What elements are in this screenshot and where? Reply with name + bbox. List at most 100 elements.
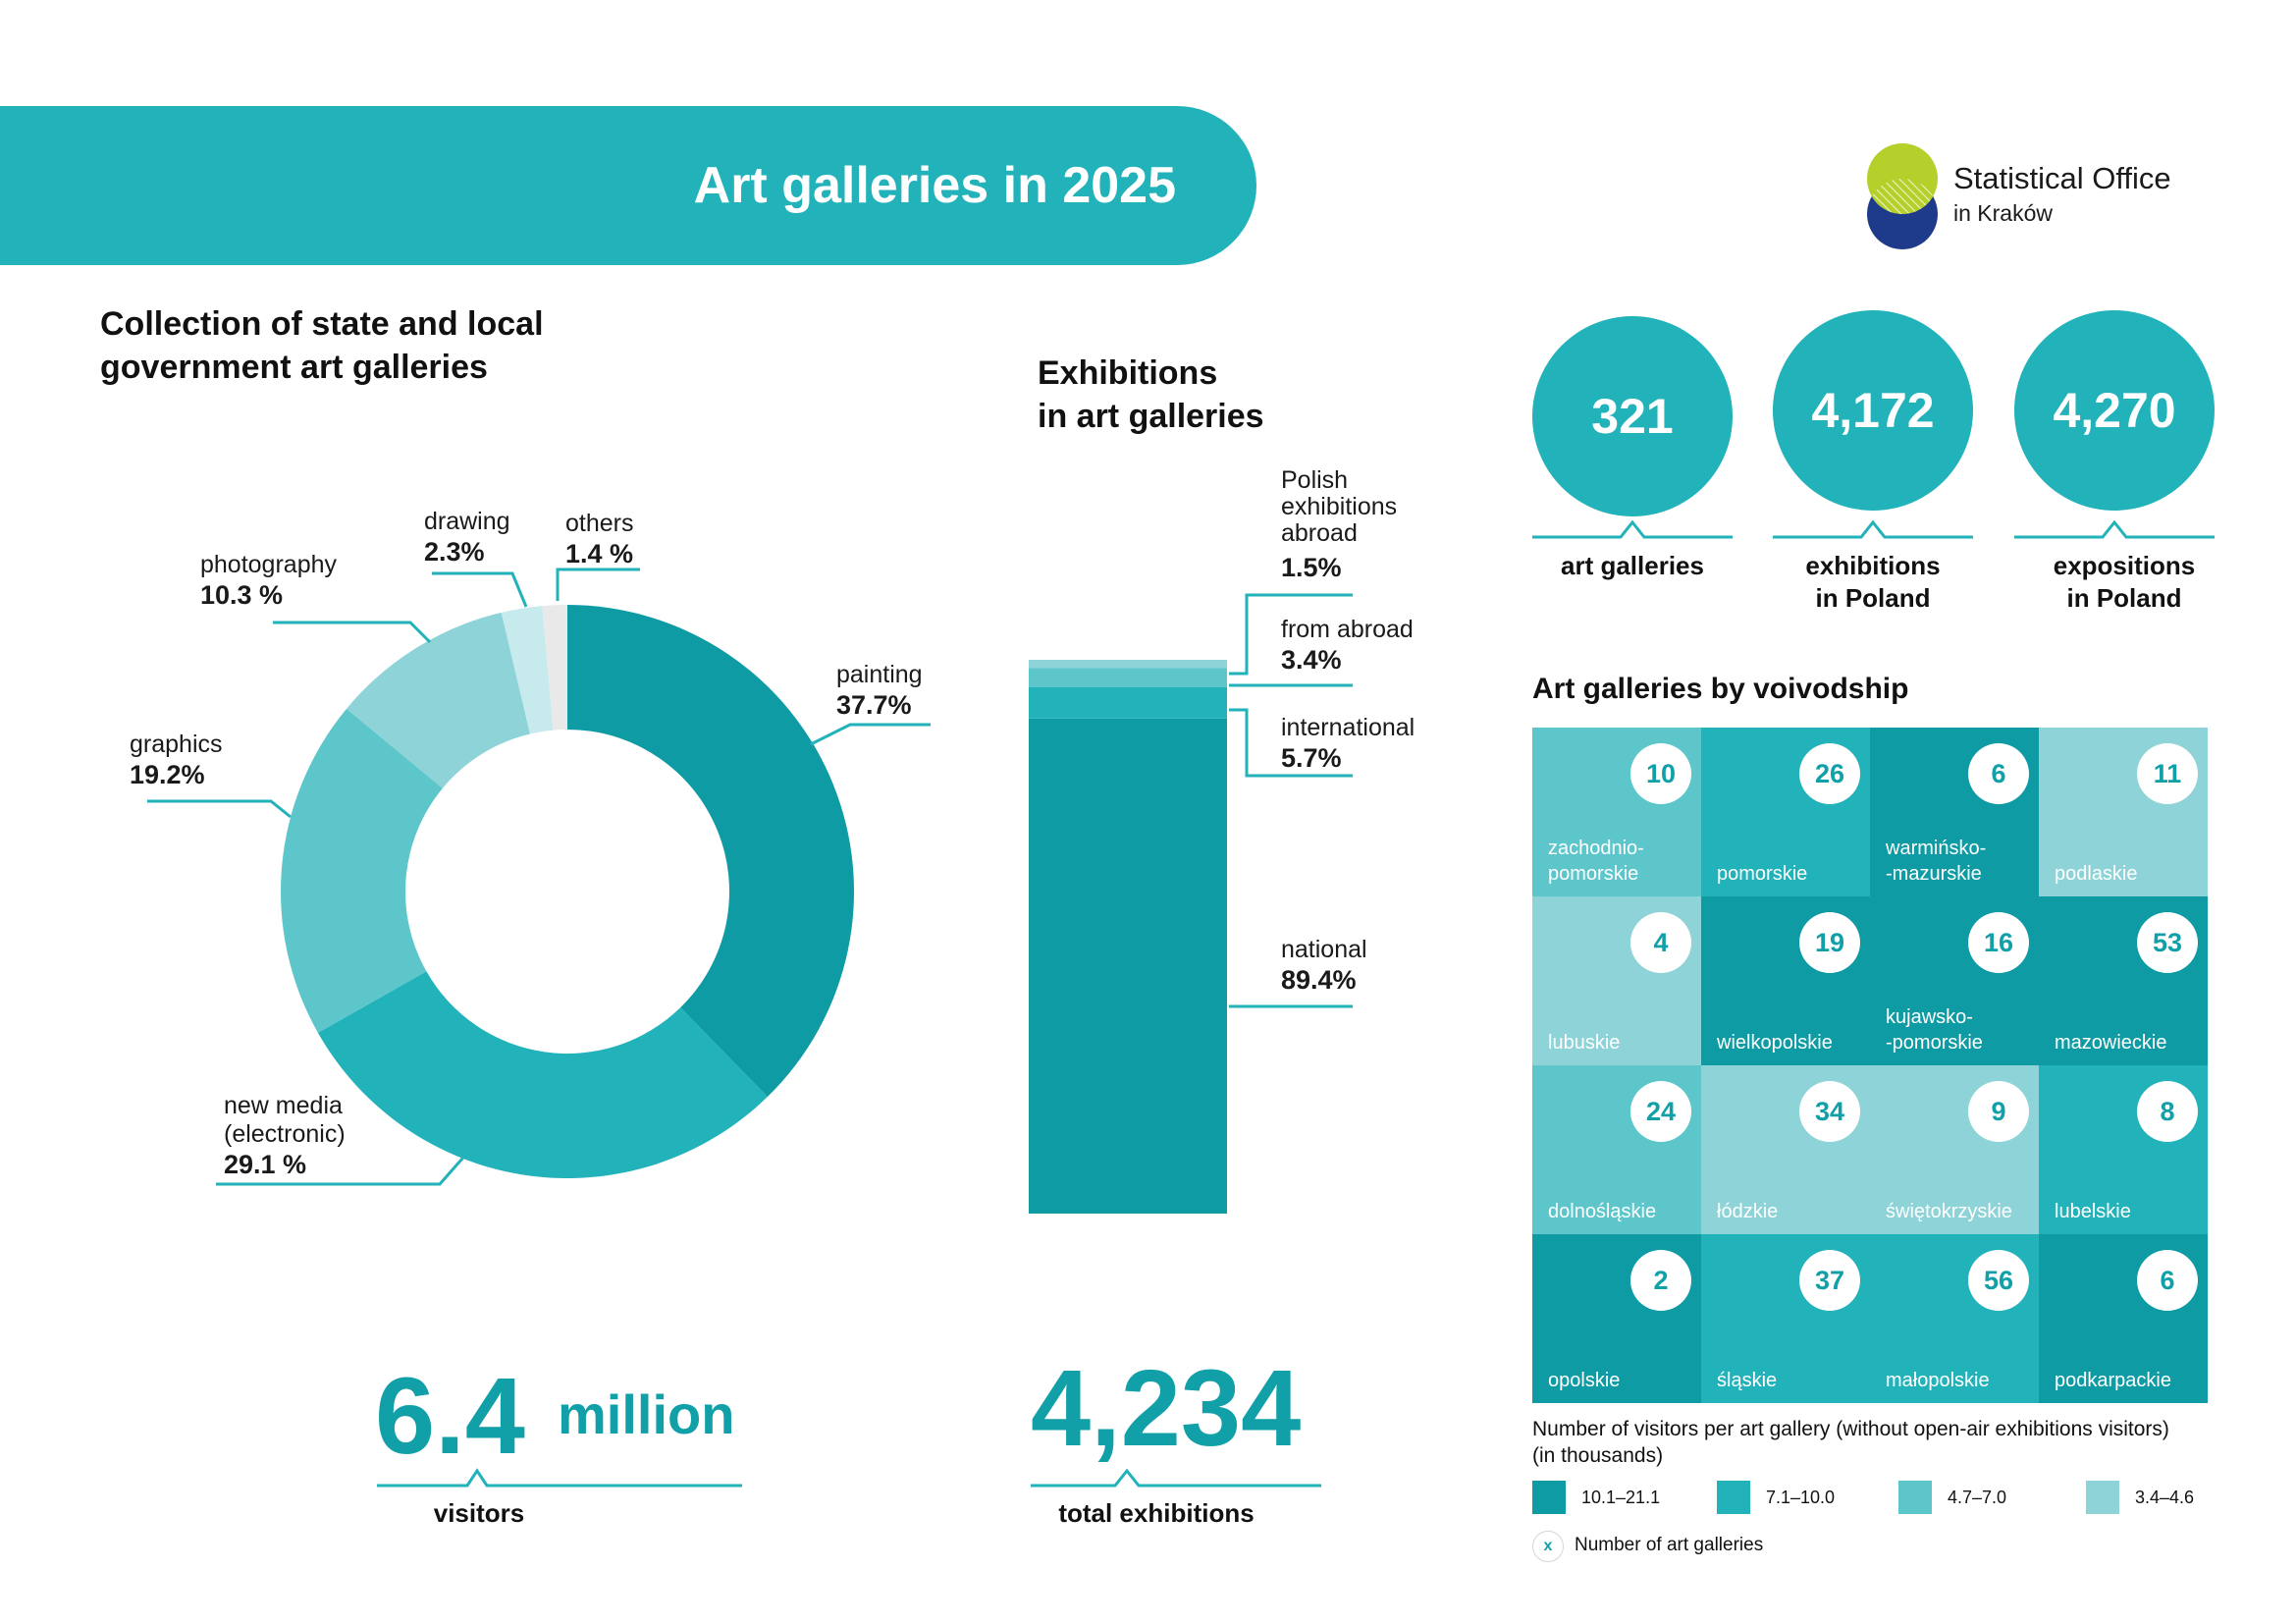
voivodship-name-line1: opolskie xyxy=(1548,1370,1621,1391)
bar-segment-from xyxy=(1029,668,1227,687)
kpi-circle-galleries: 321 xyxy=(1532,316,1733,516)
voivodship-name-line1: kujawsko- xyxy=(1886,1006,1973,1028)
voivodship-name-line1: lubuskie xyxy=(1548,1032,1621,1054)
voivodship-name: lubelskie xyxy=(2055,1199,2131,1224)
legend-range: 10.1–21.1 xyxy=(1581,1488,1661,1507)
legend-swatch xyxy=(1898,1481,1932,1514)
kpi-underline-galleries xyxy=(1532,519,1733,539)
kpi-label-exhibitions-line2: in Poland xyxy=(1815,583,1931,613)
gallery-count-badge: 19 xyxy=(1799,912,1860,973)
gallery-count-badge: 2 xyxy=(1630,1250,1691,1311)
kpi-label-expositions: expositions in Poland xyxy=(2024,550,2224,615)
voivodship-cell: 2 opolskie xyxy=(1532,1234,1701,1403)
kpi-label-galleries: art galleries xyxy=(1532,550,1733,582)
voivodship-name-line1: pomorskie xyxy=(1717,863,1808,885)
bar-segment-polish xyxy=(1029,660,1227,669)
gallery-count-badge: 37 xyxy=(1799,1250,1860,1311)
donut-slice-painting xyxy=(567,605,854,1098)
gallery-count-badge: 26 xyxy=(1799,743,1860,804)
leader-line-graphics xyxy=(147,799,292,819)
donut-label-drawing: drawing 2.3% xyxy=(424,508,510,567)
voivodship-cell: 34 łódzkie xyxy=(1701,1065,1870,1234)
bar-label-national-pct: 89.4% xyxy=(1281,965,1357,995)
leader-line-painting xyxy=(810,723,931,746)
voivodship-cell: 37 śląskie xyxy=(1701,1234,1870,1403)
voivodship-name: zachodnio-pomorskie xyxy=(1548,836,1644,887)
bar-label-national-name: national xyxy=(1281,936,1367,963)
voivodship-name-line1: podlaskie xyxy=(2055,863,2138,885)
donut-label-new-media-name2: (electronic) xyxy=(224,1120,346,1148)
voivodship-name: podlaskie xyxy=(2055,861,2138,887)
total-exhibitions-label: total exhibitions xyxy=(1058,1498,1255,1528)
voivodship-cell: 8 lubelskie xyxy=(2039,1065,2208,1234)
voivodship-name-line1: lubelskie xyxy=(2055,1201,2131,1222)
legend-swatch xyxy=(1532,1481,1566,1514)
bar-label-international-name: international xyxy=(1281,714,1415,741)
voivodship-cell: 6 podkarpackie xyxy=(2039,1234,2208,1403)
bar-label-polish-abroad-name3: abroad xyxy=(1281,519,1358,547)
donut-label-new-media: new media (electronic) 29.1 % xyxy=(224,1092,346,1179)
voivodship-name-line2: pomorskie xyxy=(1548,863,1639,885)
bar-label-international-pct: 5.7% xyxy=(1281,743,1342,773)
gallery-count-badge: 56 xyxy=(1968,1250,2029,1311)
collection-donut-chart xyxy=(147,568,931,1186)
visitors-number: 6.4 xyxy=(375,1356,525,1477)
legend-title-line2: (in thousands) xyxy=(1532,1444,1664,1467)
legend-range: 7.1–10.0 xyxy=(1766,1488,1836,1507)
donut-label-painting-name: painting xyxy=(836,661,923,688)
voivodship-cell: 11 podlaskie xyxy=(2039,728,2208,896)
donut-label-photography-pct: 10.3 % xyxy=(200,580,284,610)
kpi-underline-exhibitions xyxy=(1773,519,1973,539)
voivodship-cell: 19 wielkopolskie xyxy=(1701,896,1870,1065)
exhibitions-title-line1: Exhibitions xyxy=(1038,354,1218,392)
voivodship-name: opolskie xyxy=(1548,1368,1620,1393)
visitors-label: visitors xyxy=(433,1498,525,1528)
exhibitions-stacked-bar-chart xyxy=(1029,593,1353,1214)
voivodship-name: świętokrzyskie xyxy=(1886,1199,2012,1224)
gallery-count-badge: 6 xyxy=(1968,743,2029,804)
kpi-circle-expositions: 4,270 xyxy=(2014,310,2215,511)
voivodship-cell: 24 dolnośląskie xyxy=(1532,1065,1701,1234)
collection-title-line1: Collection of state and local xyxy=(100,305,544,343)
kpi-label-exhibitions-line1: exhibitions xyxy=(1805,551,1941,580)
gallery-count-legend-symbol: x xyxy=(1532,1531,1564,1562)
bar-label-from-abroad-name: from abroad xyxy=(1281,616,1414,643)
kpi-label-expositions-line1: expositions xyxy=(2053,551,2196,580)
voivodship-name-line1: zachodnio- xyxy=(1548,838,1644,859)
voivodship-cell: 56 małopolskie xyxy=(1870,1234,2039,1403)
gallery-count-badge: 16 xyxy=(1968,912,2029,973)
exhibitions-title: Exhibitions in art galleries xyxy=(1038,352,1264,438)
voivodship-name: małopolskie xyxy=(1886,1368,1990,1393)
leader-line-others xyxy=(556,568,640,601)
donut-slice-new xyxy=(317,971,768,1179)
leader-line-new-media xyxy=(216,1150,471,1186)
exhibitions-title-line2: in art galleries xyxy=(1038,398,1264,435)
donut-slice-photography xyxy=(347,612,530,788)
kpi-circle-exhibitions: 4,172 xyxy=(1773,310,1973,511)
voivodship-name: warmińsko- -mazurskie xyxy=(1886,836,1986,887)
gallery-count-badge: 4 xyxy=(1630,912,1691,973)
gallery-count-badge: 11 xyxy=(2137,743,2198,804)
bar-segment-international xyxy=(1029,686,1227,719)
voivodship-name: dolnośląskie xyxy=(1548,1199,1656,1224)
donut-label-new-media-pct: 29.1 % xyxy=(224,1150,307,1179)
gallery-count-badge: 53 xyxy=(2137,912,2198,973)
header-banner: Art galleries in 2025 xyxy=(0,106,1256,265)
voivodship-name-line1: mazowieckie xyxy=(2055,1032,2167,1054)
gallery-count-legend-label: Number of art galleries xyxy=(1575,1535,1764,1555)
voivodship-cell: 16 kujawsko- -pomorskie xyxy=(1870,896,2039,1065)
logo-city: in Kraków xyxy=(1953,200,2053,226)
voivodship-cell: 4 lubuskie xyxy=(1532,896,1701,1065)
voivodship-name-line1: dolnośląskie xyxy=(1548,1201,1657,1222)
total-exhibitions-number: 4,234 xyxy=(1031,1348,1302,1469)
voivodship-title: Art galleries by voivodship xyxy=(1532,673,1909,705)
voivodship-name-line1: podkarpackie xyxy=(2055,1370,2171,1391)
collection-title-line2: government art galleries xyxy=(100,349,488,386)
gallery-count-badge: 24 xyxy=(1630,1081,1691,1142)
voivodship-name: kujawsko- -pomorskie xyxy=(1886,1004,1983,1056)
donut-slice-drawing xyxy=(501,606,554,734)
gallery-count-badge: 9 xyxy=(1968,1081,2029,1142)
logo-name: Statistical Office xyxy=(1953,161,2171,195)
voivodship-name-line1: łódzkie xyxy=(1717,1201,1779,1222)
donut-label-photography: photography 10.3 % xyxy=(200,551,337,610)
